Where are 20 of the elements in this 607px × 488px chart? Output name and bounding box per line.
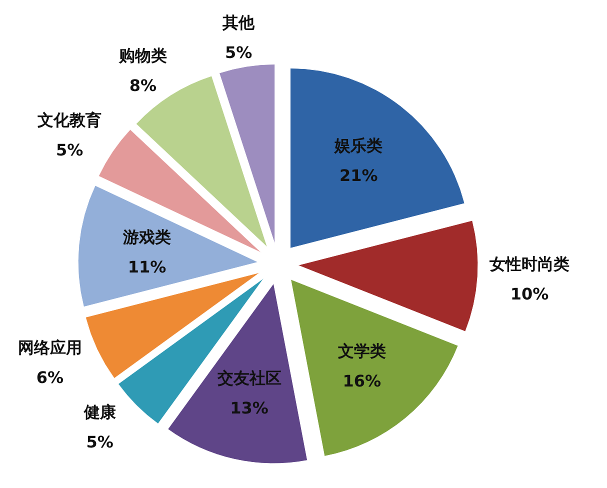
slice-label: 交友社区 xyxy=(216,368,282,387)
data-label: 21% xyxy=(340,166,378,185)
slice-label: 购物类 xyxy=(118,45,167,64)
data-label: 6% xyxy=(36,367,64,386)
slice-label: 娱乐类 xyxy=(334,136,383,155)
data-label: 8% xyxy=(129,75,157,94)
slice-label: 文化教育 xyxy=(36,110,102,130)
data-label: 5% xyxy=(86,432,114,452)
slice-label: 女性时尚类 xyxy=(488,254,570,273)
slice-label: 文学类 xyxy=(336,340,386,360)
slice-label: 健康 xyxy=(82,402,117,422)
data-label: 5% xyxy=(224,42,252,62)
data-label: 5% xyxy=(56,140,84,160)
data-label: 10% xyxy=(510,284,549,303)
slice-label: 网络应用 xyxy=(18,337,82,356)
data-label: 11% xyxy=(128,257,166,276)
slice-label: 游戏类 xyxy=(122,227,171,246)
data-label: 13% xyxy=(230,398,268,417)
slice-label: 其他 xyxy=(222,12,256,32)
data-label: 16% xyxy=(342,370,382,390)
